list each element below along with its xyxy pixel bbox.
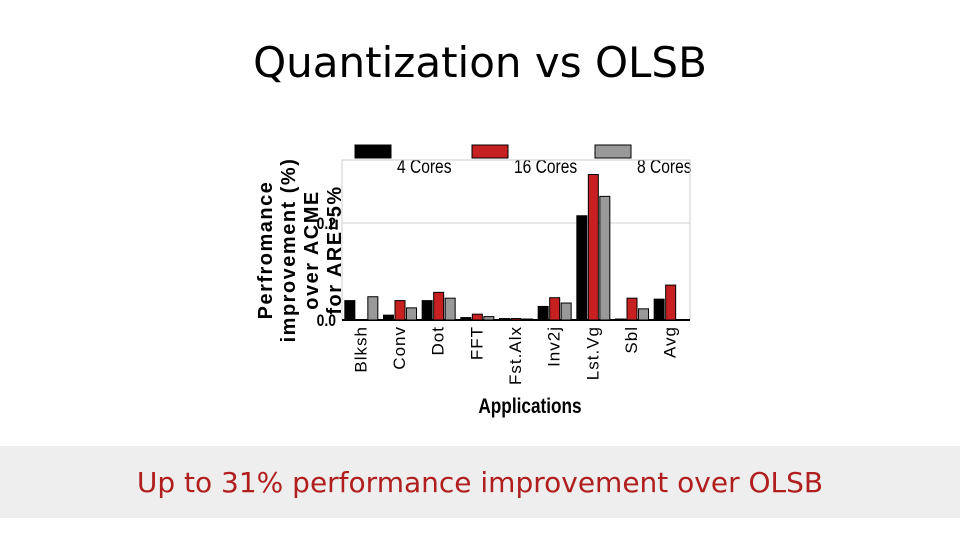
bar-4-cores-avg	[653, 298, 665, 321]
y-axis-title-line: improvement (%)	[278, 158, 300, 343]
x-axis-title: Applications	[478, 396, 581, 419]
legend-label: 16 Cores	[514, 156, 577, 178]
y-axis-title: Perfromance improvement (%) over ACME for A…	[255, 158, 346, 343]
y-tick-label: 0.0	[317, 312, 336, 331]
bar-4-cores-conv	[383, 314, 394, 321]
bar-16-cores-dot	[433, 291, 445, 321]
footer-band	[0, 446, 960, 518]
x-tick-label: Lst.Vg	[583, 326, 602, 380]
x-tick-label: Inv2j	[545, 326, 564, 367]
y-tick-label: 0.2	[317, 215, 337, 234]
bar-4-cores-lstvg	[576, 215, 588, 321]
bar-8-cores-conv	[406, 307, 417, 321]
bar-4-cores-fstalx	[499, 318, 510, 321]
bar-4-cores-inv2j	[537, 305, 549, 321]
x-tick-label: Conv	[390, 326, 409, 370]
x-tick-label: Fst.Alx	[506, 326, 525, 385]
legend-label: 4 Cores	[397, 156, 452, 178]
x-tick-label: Sbl	[622, 326, 641, 354]
bar-4-cores-blksh	[344, 300, 356, 321]
legend-swatch	[354, 144, 392, 159]
footer-caption: Up to 31% performance improvement over O…	[136, 466, 824, 499]
slide-title: Quantization vs OLSB	[253, 38, 707, 87]
bar-8-cores-fft	[483, 316, 495, 321]
bar-8-cores-lstvg	[599, 195, 611, 321]
bar-16-cores-inv2j	[549, 297, 561, 321]
bar-8-cores-fstalx	[522, 318, 533, 321]
plot-area: 0.0 0.2 Blksh Conv Dot FFT Fst.Alx Inv2j Lst.Vg S…	[317, 159, 691, 385]
bar-chart: Perfromance improvement (%) over ACME for A…	[255, 144, 692, 419]
x-tick-label: Avg	[661, 326, 680, 358]
bar-16-cores-avg	[665, 284, 677, 321]
x-tick-label: FFT	[467, 326, 486, 360]
bar-8-cores-blksh	[367, 296, 379, 321]
bar-16-cores-fft	[471, 313, 483, 321]
bar-16-cores-fstalx	[510, 318, 522, 321]
bar-4-cores-fft	[460, 317, 472, 321]
bar-8-cores-dot	[444, 297, 456, 321]
x-tick-label: Blksh	[351, 326, 370, 373]
x-tick-label: Dot	[429, 326, 448, 355]
y-axis-title-line: for ARE=5%	[324, 185, 346, 314]
bar-4-cores-sbl	[615, 318, 626, 321]
bar-8-cores-inv2j	[560, 302, 572, 321]
y-axis-title-line: Perfromance	[255, 181, 277, 320]
legend-swatch	[594, 144, 632, 159]
bar-16-cores-lstvg	[587, 174, 599, 321]
bar-4-cores-dot	[421, 300, 433, 321]
bar-8-cores-sbl	[638, 308, 649, 321]
legend-label: 8 Cores	[637, 156, 692, 178]
bar-16-cores-sbl	[626, 297, 638, 321]
y-axis-title-line: over ACME	[301, 190, 323, 309]
legend: 4 Cores 16 Cores 8 Cores	[354, 144, 692, 178]
legend-swatch	[471, 144, 509, 159]
bar-16-cores-conv	[394, 300, 406, 321]
plot-frame	[341, 159, 691, 321]
